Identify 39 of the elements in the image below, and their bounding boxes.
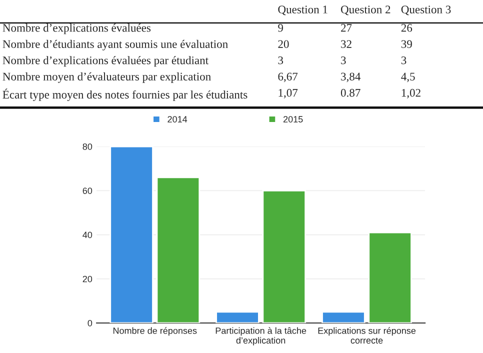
text: 0.87 bbox=[340, 88, 360, 97]
text: Écart type moyen des notes fournies par les étudiants bbox=[2, 88, 248, 101]
y-tick-label: 40 bbox=[82, 232, 92, 238]
text: 20 bbox=[278, 40, 289, 48]
text: Question 1 bbox=[278, 6, 328, 16]
text: 32 bbox=[341, 40, 352, 48]
text: 3,84 bbox=[341, 72, 361, 82]
y-tick-label: 60 bbox=[82, 188, 92, 194]
x-tick-label: Nombre de réponses bbox=[113, 327, 197, 336]
bar bbox=[262, 190, 306, 323]
text: 6,67 bbox=[278, 72, 298, 82]
legend-label: 2015 bbox=[284, 116, 303, 122]
text: 1,07 bbox=[278, 88, 298, 98]
text: 27 bbox=[341, 24, 352, 32]
x-tick-label: Explications sur réponse correcte bbox=[318, 327, 416, 344]
text: Nombre d’étudiants ayant soumis une évaluation bbox=[2, 40, 228, 50]
x-tick-label: Participation à la tâche d’explication bbox=[216, 327, 306, 346]
text: 9 bbox=[278, 24, 284, 32]
bar bbox=[110, 146, 154, 323]
text: Nombre d’explications évaluées bbox=[2, 24, 151, 34]
bar bbox=[368, 232, 412, 323]
text: 26 bbox=[401, 24, 412, 32]
text: 4,5 bbox=[401, 72, 415, 82]
text: 3 bbox=[401, 56, 406, 64]
text: 3 bbox=[341, 56, 346, 64]
y-tick-label: 0 bbox=[88, 320, 92, 326]
text: 3 bbox=[278, 56, 284, 64]
bar bbox=[216, 311, 260, 323]
bar bbox=[156, 176, 200, 323]
legend-label: 2014 bbox=[168, 116, 188, 122]
text: Question 2 bbox=[340, 6, 390, 16]
text: Nombre moyen d’évaluateurs par explication bbox=[2, 72, 211, 83]
text: Question 3 bbox=[401, 6, 451, 16]
y-tick-label: 80 bbox=[82, 143, 92, 150]
y-tick-label: 20 bbox=[82, 276, 92, 282]
text: 39 bbox=[401, 40, 412, 48]
text: Nombre d’explications évaluées par étudiant bbox=[2, 56, 208, 67]
text: 1,02 bbox=[402, 88, 420, 98]
bar bbox=[322, 311, 366, 323]
